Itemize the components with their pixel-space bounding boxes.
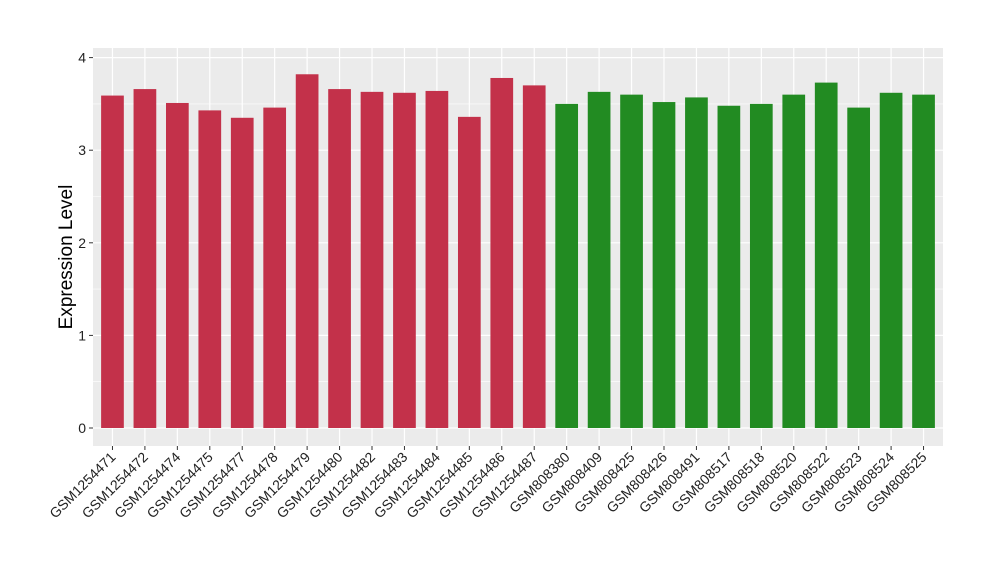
bar-GSM1254475: [198, 110, 222, 428]
bar-GSM808409: [587, 91, 611, 428]
bar-GSM1254471: [101, 95, 124, 428]
bar-GSM808523: [847, 107, 871, 428]
bar-GSM1254474: [165, 102, 189, 428]
bar-GSM1254482: [360, 91, 384, 428]
bar-GSM808425: [620, 94, 643, 428]
bar-GSM808522: [814, 82, 838, 429]
bar-GSM808520: [782, 94, 806, 428]
bar-GSM1254479: [295, 74, 319, 428]
bar-GSM1254483: [393, 92, 416, 429]
bar-GSM1254478: [263, 107, 287, 428]
bar-GSM1254472: [133, 89, 157, 429]
y-tick-label: 4: [78, 50, 86, 66]
bar-GSM1254480: [328, 89, 351, 429]
bar-GSM808525: [912, 94, 935, 428]
bar-GSM808518: [749, 103, 773, 429]
bar-GSM808491: [685, 97, 708, 428]
bar-GSM808517: [717, 105, 741, 428]
bar-GSM1254486: [490, 77, 514, 429]
bar-GSM808380: [555, 103, 579, 429]
bar-GSM1254477: [230, 117, 254, 428]
bar-GSM1254484: [425, 90, 449, 428]
bar-GSM1254487: [522, 85, 546, 428]
y-tick-label: 0: [78, 420, 86, 436]
y-tick-label: 3: [78, 142, 86, 158]
bar-GSM808426: [652, 102, 676, 428]
bar-GSM1254485: [457, 116, 481, 428]
bar-GSM808524: [879, 92, 903, 429]
y-tick-label: 1: [78, 327, 86, 343]
y-axis-title: Expression Level: [56, 185, 77, 330]
y-tick-label: 2: [78, 235, 86, 251]
